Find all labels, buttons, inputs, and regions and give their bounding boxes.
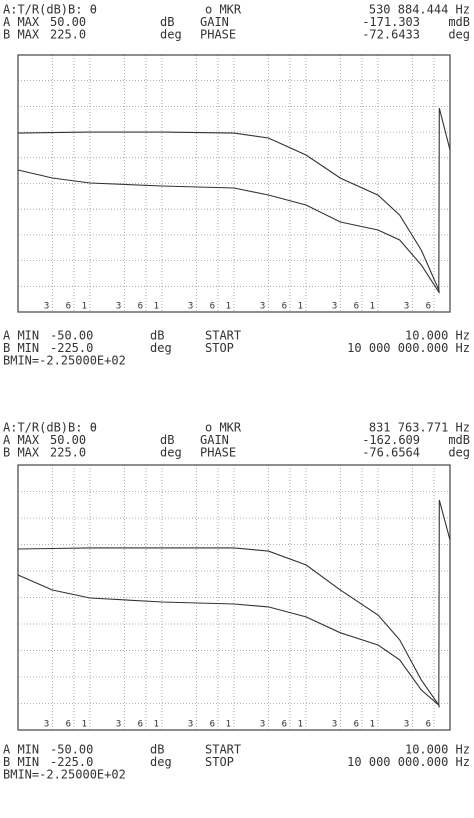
x-tick-label: 3 [332, 302, 337, 312]
trace-line [17, 107, 451, 294]
header-text: A:T/R(dB)B: θ [3, 3, 97, 17]
header-text: o MKR [205, 421, 242, 435]
x-tick-label: 3 [116, 720, 121, 730]
header-text: -72.6433 [362, 28, 420, 42]
footer-text: -225.0 [50, 755, 93, 769]
header-text: dB [160, 15, 174, 29]
x-tick-label: 6 [66, 302, 71, 312]
header-text: deg [448, 28, 470, 42]
header-text: A MAX [3, 433, 40, 447]
x-tick-label: 3 [188, 302, 193, 312]
footer-text: START [205, 329, 241, 343]
x-tick-label: 3 [188, 720, 193, 730]
footer-text: A MIN [3, 329, 39, 343]
header-text: -171.303 [362, 15, 420, 29]
header-text: o MKR [205, 3, 242, 17]
x-tick-label: 6 [210, 302, 215, 312]
x-tick-label: 3 [332, 720, 337, 730]
header-text: B MAX [3, 446, 40, 460]
footer-text: BMIN=-2.25000E+02 [3, 354, 126, 368]
footer-text: 10 000 000.000 Hz [347, 341, 470, 355]
x-tick-label: 6 [66, 720, 71, 730]
x-tick-label: 3 [44, 302, 49, 312]
header-text: deg [448, 446, 470, 460]
footer-text: -50.00 [50, 329, 93, 343]
header-text: 831 763.771 Hz [369, 421, 470, 435]
x-tick-label: 1 [226, 302, 231, 312]
header-text: 225.0 [50, 446, 86, 460]
header-text: 50.00 [50, 15, 86, 29]
x-tick-label: 1 [298, 302, 303, 312]
footer-text: B MIN [3, 341, 39, 355]
x-tick-label: 3 [404, 720, 409, 730]
plot-frame [17, 464, 451, 731]
x-tick-label: 1 [154, 302, 159, 312]
x-tick-label: 1 [370, 302, 375, 312]
header-text: mdB [448, 15, 470, 29]
header-text: mdB [448, 433, 470, 447]
footer-text: BMIN=-2.25000E+02 [3, 768, 126, 782]
x-tick-label: 6 [282, 302, 287, 312]
header-text: 530 884.444 Hz [369, 3, 470, 17]
x-tick-label: 1 [82, 302, 87, 312]
footer-text: STOP [205, 341, 234, 355]
footer-text: STOP [205, 755, 234, 769]
plot-frame [17, 54, 451, 313]
x-tick-label: 6 [354, 302, 359, 312]
footer-text: B MIN [3, 755, 39, 769]
footer-text: 10.000 Hz [405, 743, 470, 757]
footer-text: deg [150, 341, 172, 355]
x-tick-label: 6 [426, 302, 431, 312]
x-tick-label: 3 [44, 720, 49, 730]
footer-text: 10.000 Hz [405, 329, 470, 343]
header-text: -76.6564 [362, 446, 420, 460]
x-tick-label: 1 [298, 720, 303, 730]
x-tick-label: 6 [138, 302, 143, 312]
header-text: A MAX [3, 15, 40, 29]
footer-text: deg [150, 755, 172, 769]
header-text: dB [160, 433, 174, 447]
footer-text: START [205, 743, 241, 757]
x-tick-label: 1 [370, 720, 375, 730]
x-tick-label: 1 [82, 720, 87, 730]
header-text: deg [160, 446, 182, 460]
header-text: PHASE [200, 446, 236, 460]
footer-text: dB [150, 743, 164, 757]
x-tick-label: 3 [260, 302, 265, 312]
x-tick-label: 1 [226, 720, 231, 730]
footer-text: dB [150, 329, 164, 343]
footer-text: A MIN [3, 743, 39, 757]
header-text: deg [160, 28, 182, 42]
trace-line [17, 499, 451, 707]
header-text: A:T/R(dB)B: θ [3, 421, 97, 435]
header-text: B MAX [3, 28, 40, 42]
footer-text: 10 000 000.000 Hz [347, 755, 470, 769]
x-tick-label: 3 [116, 302, 121, 312]
x-tick-label: 3 [260, 720, 265, 730]
x-tick-label: 6 [210, 720, 215, 730]
header-text: GAIN [200, 15, 229, 29]
x-tick-label: 6 [426, 720, 431, 730]
header-text: 50.00 [50, 433, 86, 447]
x-tick-label: 1 [154, 720, 159, 730]
x-tick-label: 6 [354, 720, 359, 730]
x-tick-label: 6 [282, 720, 287, 730]
header-text: GAIN [200, 433, 229, 447]
header-text: PHASE [200, 28, 236, 42]
header-text: -162.609 [362, 433, 420, 447]
trace-line [17, 131, 440, 293]
footer-text: -225.0 [50, 341, 93, 355]
x-tick-label: 6 [138, 720, 143, 730]
footer-text: -50.00 [50, 743, 93, 757]
header-text: 225.0 [50, 28, 86, 42]
x-tick-label: 3 [404, 302, 409, 312]
trace-line [17, 547, 440, 708]
